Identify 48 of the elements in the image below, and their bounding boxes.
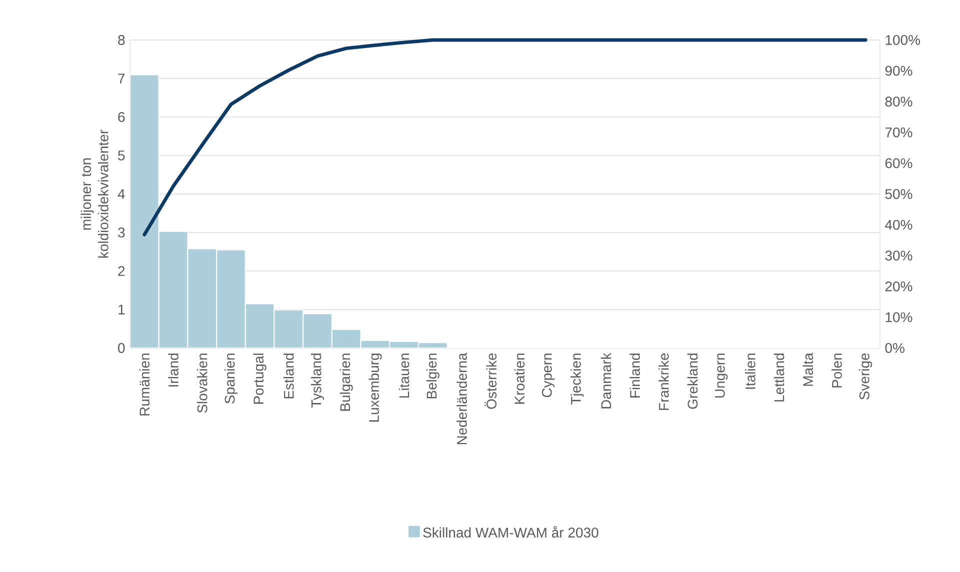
- y-tick-label: 7: [118, 74, 125, 84]
- x-tick-label: Ungern: [715, 354, 728, 398]
- x-tick-label: Irland: [168, 354, 178, 386]
- x-tick-label: Slovakien: [196, 354, 208, 413]
- x-tick-label: Lettland: [774, 354, 784, 402]
- x-tick-label: Tyskland: [310, 354, 324, 408]
- y2-tick-label: 60%: [885, 158, 912, 168]
- y-tick-label: 1: [118, 304, 125, 314]
- y2-tick-label: 80%: [885, 96, 912, 107]
- y-tick-label: 0: [118, 343, 125, 353]
- y2-tick-label: 70%: [885, 127, 912, 138]
- x-tick-label: Litauen: [398, 354, 410, 398]
- x-tick-label: Malta: [802, 352, 814, 386]
- y-tick-label: 2: [118, 266, 125, 276]
- x-tick-label: Estland: [284, 354, 294, 398]
- y2-tick-label: 30%: [885, 250, 912, 261]
- x-tick-label: Österrike: [484, 353, 497, 409]
- x-tick-label: Portugal: [253, 354, 266, 404]
- y2-tick-label: 50%: [885, 189, 912, 199]
- y2-tick-label: 100%: [886, 35, 920, 45]
- x-tick-label: Tjeckien: [570, 354, 584, 405]
- x-tick-label: Rumänien: [139, 354, 150, 416]
- x-tick-label: Sverige: [859, 353, 872, 400]
- x-tick-label: Polen: [832, 354, 842, 388]
- x-tick-label: Belgien: [426, 354, 440, 398]
- y2-tick-label: 40%: [885, 220, 912, 230]
- x-tick-label: Nederländerna: [456, 352, 467, 444]
- y-tick-label: 3: [118, 228, 125, 238]
- y2-tick-label: 90%: [885, 66, 912, 76]
- y-tick-label: 4: [118, 189, 125, 199]
- x-tick-label: Finland: [630, 354, 640, 398]
- y-tick-label: 8: [118, 35, 125, 45]
- x-tick-label: Italien: [745, 354, 756, 389]
- y-tick-label: 6: [118, 112, 125, 122]
- y-tick-label: 5: [118, 150, 125, 160]
- legend-label: Skillnad WAM-WAM år 2030: [423, 526, 598, 538]
- x-tick-label: Luxemburg: [368, 354, 382, 422]
- x-tick-label: Frankrike: [658, 353, 669, 410]
- x-tick-label: Grekland: [687, 354, 698, 409]
- x-tick-label: Danmark: [600, 352, 612, 408]
- x-tick-label: Kroatien: [514, 354, 525, 404]
- y2-tick-label: 10%: [886, 312, 912, 322]
- x-tick-label: Spanien: [224, 354, 238, 404]
- y2-tick-label: 20%: [885, 281, 912, 292]
- x-tick-label: Cypern: [542, 354, 555, 398]
- x-tick-label: Bulgarien: [340, 354, 353, 411]
- y2-tick-label: 0%: [885, 343, 904, 353]
- y-axis-title: miljoner ton koldioxidekvivalenter: [80, 130, 108, 258]
